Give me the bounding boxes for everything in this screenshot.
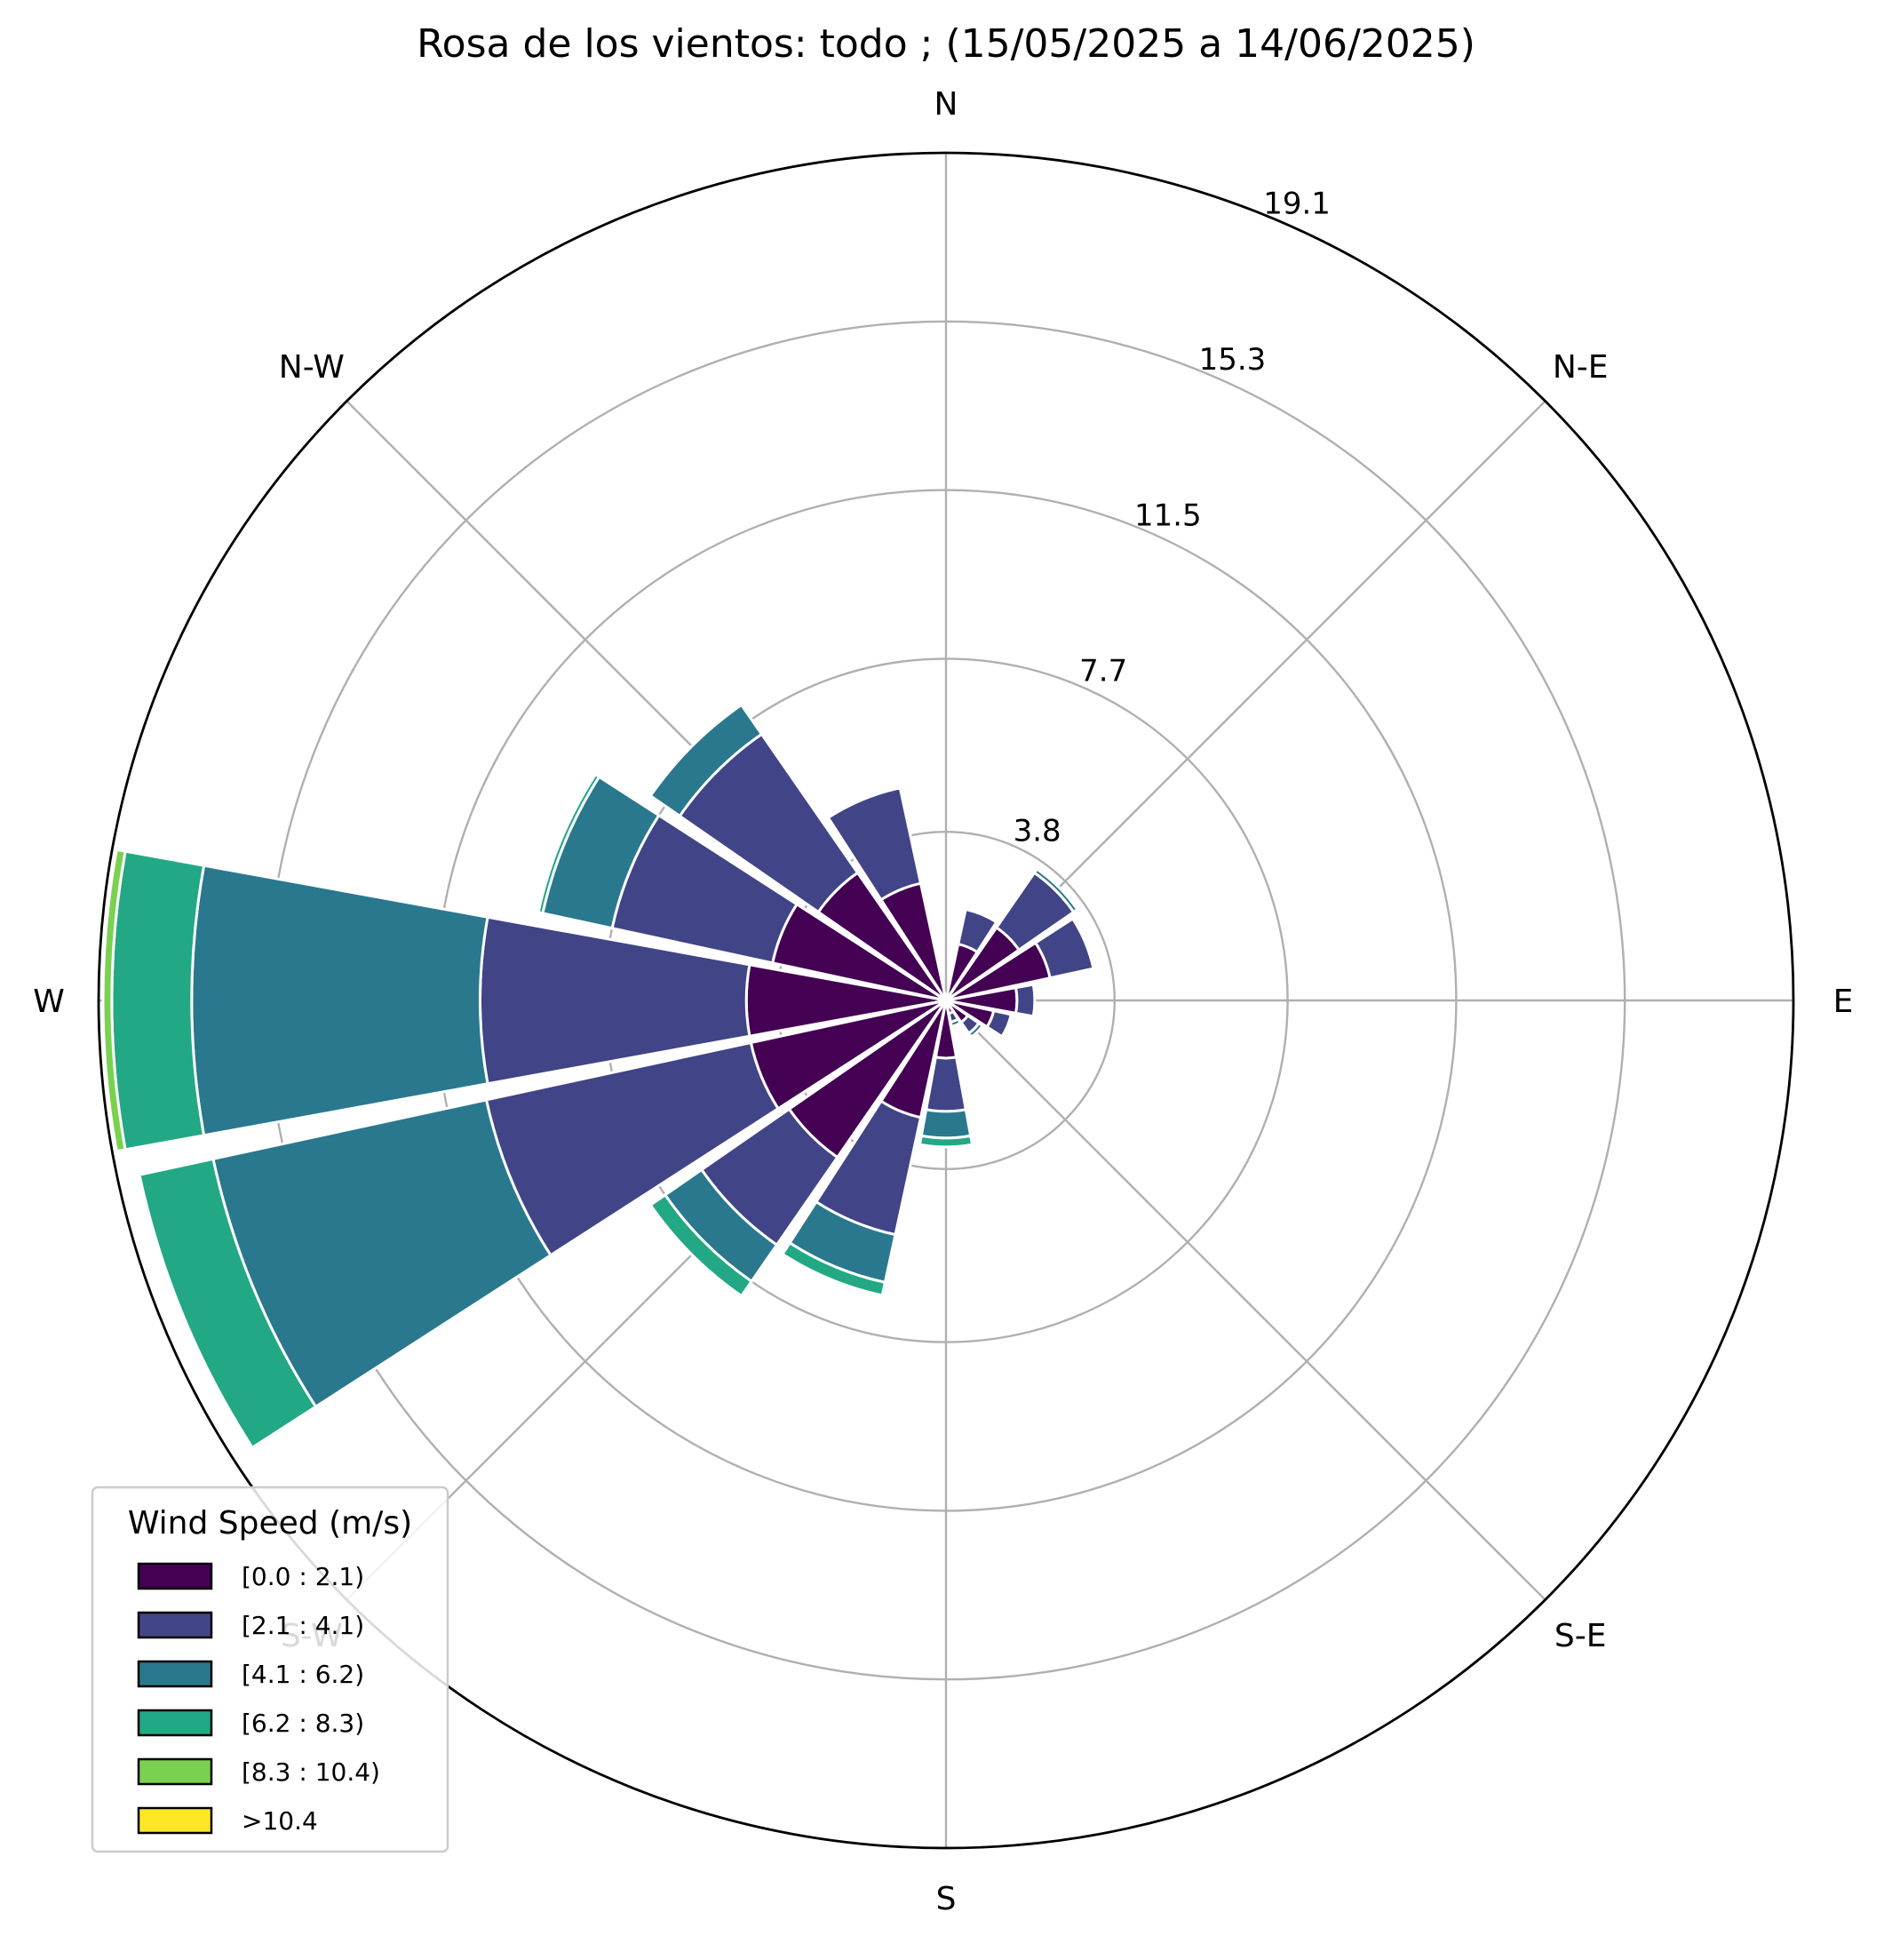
windrose-bar <box>985 1008 1014 1039</box>
windrose-bar <box>919 1108 973 1140</box>
windrose-bar <box>648 703 764 818</box>
legend-entry: [2.1 : 4.1) <box>242 1611 364 1640</box>
legend-swatch <box>137 1709 213 1737</box>
legend-entry: [6.2 : 8.3) <box>242 1709 364 1738</box>
windrose-bar <box>110 849 206 1151</box>
windrose-bar <box>780 1240 887 1297</box>
windrose-bar <box>190 864 489 1137</box>
windrose-bars <box>101 703 1095 1450</box>
chart-title: Rosa de los vientos: todo ; (15/05/2025 … <box>417 21 1475 67</box>
radial-tick-label: 11.5 <box>1134 498 1202 533</box>
radial-gridline <box>945 1000 1546 1601</box>
legend-swatch <box>137 1660 213 1688</box>
legend-title: Wind Speed (m/s) <box>128 1505 412 1542</box>
legend-swatch <box>137 1757 213 1786</box>
legend-swatch <box>137 1562 213 1590</box>
windrose-bar <box>101 848 127 1153</box>
windrose-bar <box>537 772 601 915</box>
windrose-bar <box>648 1192 754 1298</box>
legend-entry: >10.4 <box>242 1806 318 1836</box>
direction-label: W <box>33 984 65 1020</box>
legend: Wind Speed (m/s) [0.0 : 2.1) [2.1 : 4.1) [4… <box>91 1486 449 1853</box>
legend-entry: [0.0 : 2.1) <box>242 1562 364 1591</box>
direction-label: S <box>936 1881 957 1917</box>
legend-swatch <box>137 1806 213 1835</box>
windrose-bar <box>956 907 998 954</box>
direction-label: S-E <box>1554 1618 1607 1654</box>
radial-tick-label: 3.8 <box>1014 814 1061 849</box>
radial-tick-label: 7.7 <box>1079 654 1127 689</box>
windrose-bar <box>1014 983 1037 1018</box>
legend-swatch <box>137 1611 213 1639</box>
direction-label: E <box>1833 984 1854 1020</box>
windrose-bar <box>918 1134 974 1149</box>
legend-entry: [4.1 : 6.2) <box>242 1660 364 1689</box>
legend-entry: [8.3 : 10.4) <box>242 1757 380 1787</box>
direction-label: N-E <box>1553 349 1609 386</box>
windrose-bar <box>966 1021 985 1040</box>
radial-tick-label: 19.1 <box>1263 187 1331 222</box>
windrose-bar <box>826 785 923 902</box>
polar-frame <box>97 151 1795 1850</box>
windrose-bar <box>1032 867 1079 914</box>
radial-tick-label: 15.3 <box>1199 342 1267 378</box>
direction-label: N <box>934 86 958 123</box>
windrose-bar <box>1033 916 1095 980</box>
direction-label: N-W <box>279 349 345 386</box>
windrose-bar <box>138 1157 318 1450</box>
